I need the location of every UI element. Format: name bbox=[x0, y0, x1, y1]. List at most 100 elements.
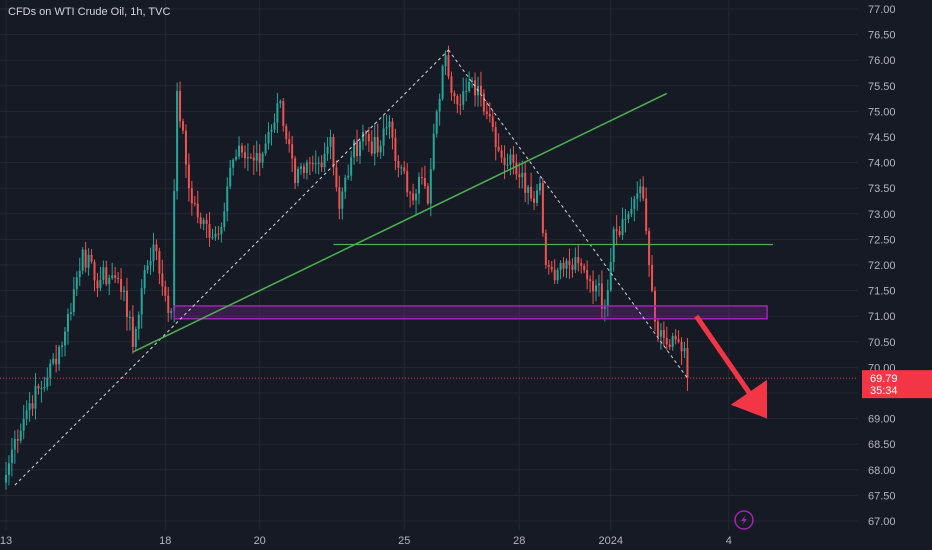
candle bbox=[571, 258, 574, 278]
candle bbox=[468, 71, 471, 93]
candle bbox=[43, 376, 46, 392]
drawings[interactable] bbox=[0, 49, 858, 486]
candle bbox=[479, 71, 482, 107]
candle bbox=[447, 45, 450, 80]
purple-zone-rectangle[interactable] bbox=[173, 305, 768, 320]
candle bbox=[527, 184, 530, 205]
candle bbox=[574, 247, 577, 274]
candle bbox=[249, 153, 252, 160]
time-tick-label: 2024 bbox=[599, 535, 623, 547]
candle bbox=[364, 130, 367, 146]
candle bbox=[173, 179, 176, 323]
candle bbox=[394, 128, 397, 171]
candle bbox=[211, 228, 214, 240]
candle bbox=[125, 277, 128, 331]
candle bbox=[482, 89, 485, 116]
candle bbox=[317, 156, 320, 175]
candle bbox=[84, 241, 87, 273]
candle bbox=[102, 260, 105, 285]
candle bbox=[105, 260, 108, 287]
candle bbox=[533, 190, 536, 211]
candle bbox=[69, 302, 72, 321]
candle bbox=[538, 176, 541, 196]
time-tick-label: 28 bbox=[513, 535, 525, 547]
time-tick-label: 13 bbox=[0, 535, 12, 547]
candle bbox=[314, 150, 317, 174]
candle bbox=[81, 247, 84, 275]
candle bbox=[547, 259, 550, 275]
down-arrow[interactable] bbox=[694, 314, 768, 419]
candle bbox=[190, 180, 193, 216]
candle bbox=[589, 275, 592, 293]
candle bbox=[612, 226, 615, 272]
lightning-icon[interactable] bbox=[734, 510, 754, 530]
candle bbox=[93, 259, 96, 292]
candle bbox=[350, 150, 353, 181]
last-price-tag bbox=[862, 370, 932, 399]
candle bbox=[61, 341, 64, 357]
price-tick-label: 68.50 bbox=[868, 439, 896, 451]
candle bbox=[143, 265, 146, 295]
candle bbox=[648, 227, 651, 277]
candle bbox=[406, 163, 409, 197]
candle bbox=[621, 207, 624, 240]
candle bbox=[606, 279, 609, 317]
candle bbox=[665, 326, 668, 351]
candle bbox=[308, 156, 311, 176]
candle bbox=[149, 247, 152, 275]
price-tick-label: 76.50 bbox=[868, 30, 896, 42]
candle bbox=[471, 77, 474, 88]
candle bbox=[636, 181, 639, 211]
candle bbox=[13, 430, 16, 464]
candle bbox=[435, 109, 438, 138]
candle bbox=[391, 117, 394, 150]
candle bbox=[450, 71, 453, 101]
candle bbox=[25, 400, 28, 426]
candle bbox=[659, 323, 662, 350]
candle bbox=[559, 260, 562, 280]
candle bbox=[568, 248, 571, 279]
price-tick-label: 76.00 bbox=[868, 55, 896, 67]
candle bbox=[19, 423, 22, 444]
candle bbox=[34, 373, 37, 420]
candle bbox=[120, 268, 123, 300]
uptrend-line[interactable] bbox=[132, 92, 668, 353]
candle bbox=[453, 90, 456, 104]
candle bbox=[170, 307, 173, 320]
candle bbox=[226, 177, 229, 222]
candle bbox=[167, 287, 170, 322]
candle bbox=[288, 131, 291, 153]
candle bbox=[252, 145, 255, 175]
candle bbox=[509, 148, 512, 176]
candle bbox=[521, 160, 524, 189]
candle bbox=[382, 115, 385, 157]
candle bbox=[580, 258, 583, 274]
candle bbox=[193, 196, 196, 207]
candle bbox=[255, 140, 258, 172]
price-tick-label: 73.50 bbox=[868, 183, 896, 195]
candle bbox=[518, 162, 521, 189]
candle bbox=[432, 123, 435, 171]
candle bbox=[297, 166, 300, 187]
candle bbox=[182, 118, 184, 135]
candle bbox=[285, 123, 288, 145]
dashed-trend-line[interactable] bbox=[14, 49, 449, 486]
price-axis[interactable]: 77.00 76.50 76.00 75.50 75.00 74.50 74.00 73.50… bbox=[862, 4, 932, 528]
candle bbox=[370, 130, 373, 157]
candles bbox=[5, 45, 689, 490]
candle bbox=[161, 259, 164, 296]
candle bbox=[420, 167, 423, 185]
price-tick-label: 71.50 bbox=[868, 286, 896, 298]
time-axis[interactable]: 13 18 20 25 28 2024 4 bbox=[0, 535, 732, 547]
candle bbox=[246, 143, 249, 171]
candle bbox=[500, 144, 503, 164]
candle bbox=[465, 78, 468, 102]
candle bbox=[438, 93, 441, 126]
candle bbox=[462, 77, 465, 110]
dashed-trend-line[interactable] bbox=[448, 49, 688, 379]
candle bbox=[347, 164, 350, 181]
candle bbox=[208, 211, 211, 247]
candle bbox=[677, 330, 680, 344]
candle bbox=[78, 257, 81, 287]
